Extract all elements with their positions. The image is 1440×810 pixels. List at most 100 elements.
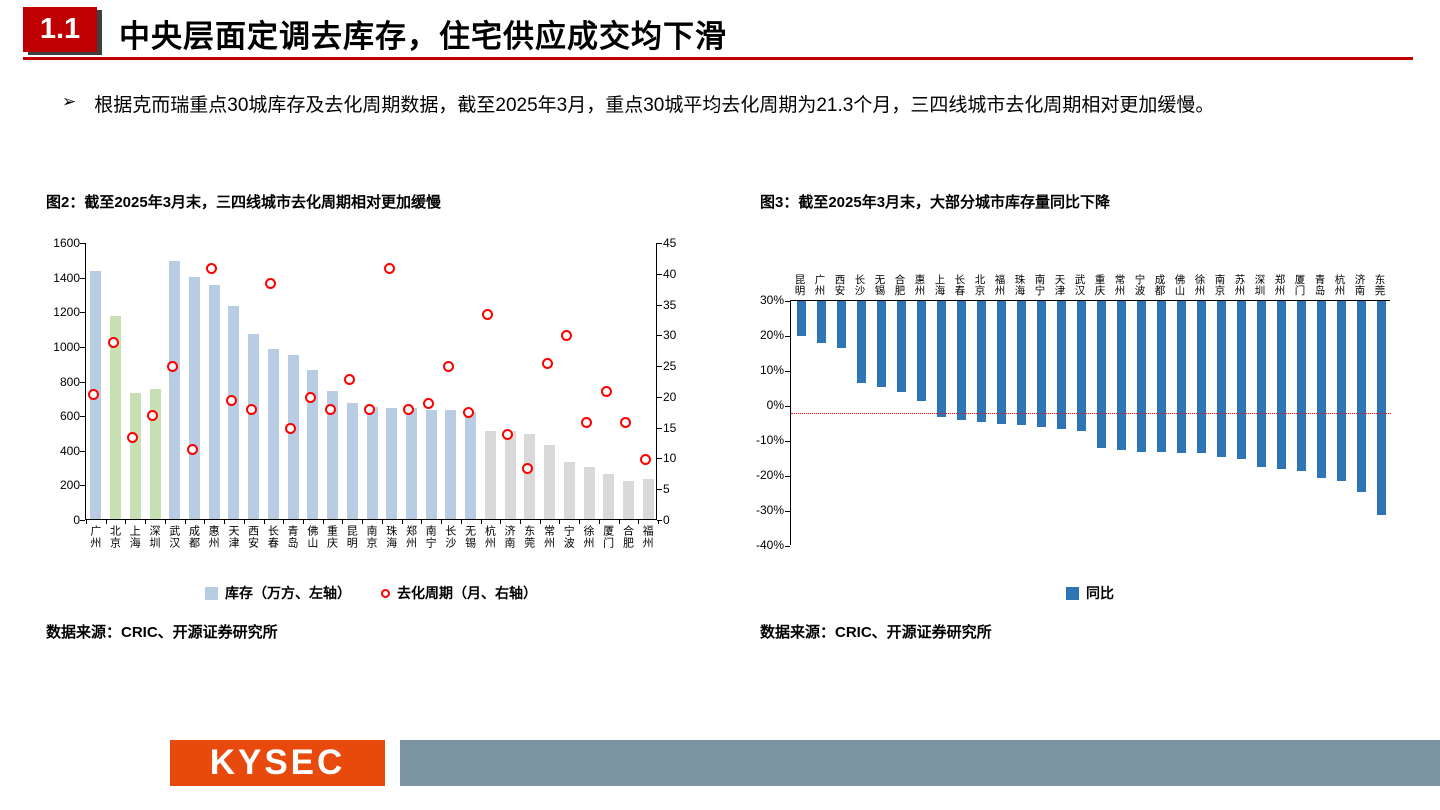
- category-label: 郑州: [1270, 212, 1290, 296]
- axis-label: 20: [663, 389, 677, 404]
- axis-label: -40%: [755, 538, 784, 552]
- axis-tick: [657, 520, 662, 521]
- axis-tick: [658, 520, 659, 524]
- axis-tick: [204, 520, 206, 524]
- category-label: 长春: [263, 525, 283, 585]
- category-label: 南京: [361, 525, 381, 585]
- inventory-bar: [465, 411, 477, 519]
- category-label: 福州: [637, 525, 657, 585]
- cycle-marker: [482, 308, 494, 320]
- category-label-text: 深圳: [148, 525, 161, 549]
- category-label: 济南: [499, 525, 519, 585]
- axis-label: 30: [663, 328, 677, 343]
- cycle-marker: [561, 330, 573, 342]
- bullet-arrow-icon: ➢: [62, 92, 77, 111]
- inventory-bar: [307, 370, 319, 519]
- figure2-source: 数据来源：CRIC、开源证券研究所: [46, 624, 278, 641]
- legend-label-cycle: 去化周期（月、右轴）: [397, 585, 537, 601]
- axis-tick: [263, 520, 265, 524]
- category-label-text: 合肥: [621, 525, 634, 549]
- axis-tick: [579, 520, 581, 524]
- inventory-bar: [366, 406, 378, 519]
- category-label: 济南: [1350, 212, 1370, 296]
- axis-tick: [785, 511, 790, 512]
- bullet-text: 根据克而瑞重点30城库存及去化周期数据，截至2025年3月，重点30城平均去化周…: [94, 95, 1215, 116]
- cycle-marker: [107, 336, 119, 348]
- yoy-bar: [856, 301, 866, 384]
- category-label: 上海: [124, 525, 144, 585]
- axis-tick: [460, 520, 462, 524]
- category-label: 常州: [1110, 212, 1130, 296]
- category-label-text: 南宁: [424, 525, 437, 549]
- category-label-text: 佛山: [1173, 274, 1186, 296]
- kysec-logo-text: KYSEC: [209, 743, 346, 782]
- figure2-plot: [80, 243, 662, 524]
- cycle-marker: [383, 262, 395, 274]
- category-label-text: 重庆: [1093, 274, 1106, 296]
- axis-tick: [381, 520, 383, 524]
- cycle-marker: [344, 373, 356, 385]
- cycle-marker: [186, 444, 198, 456]
- yoy-bar: [1136, 301, 1146, 452]
- inventory-bar: [504, 430, 516, 519]
- category-label: 杭州: [480, 525, 500, 585]
- category-label: 南宁: [1030, 212, 1050, 296]
- yoy-bar: [1076, 301, 1086, 431]
- axis-tick: [80, 346, 85, 348]
- axis-tick: [657, 366, 662, 368]
- axis-label: 5: [663, 482, 670, 497]
- figure3-category-labels: 昆明 广州 西安 长沙 无锡 合肥 惠州 上海 长春 北京 福州 珠海 南宁 天津 武汉 重庆 常州 宁波 成都 佛山…: [790, 212, 1390, 298]
- yoy-bar: [996, 301, 1006, 424]
- category-label: 惠州: [910, 212, 930, 296]
- axis-tick: [657, 304, 662, 306]
- section-number: 1.1: [39, 13, 81, 45]
- cycle-marker: [285, 422, 297, 434]
- category-label: 宁波: [558, 525, 578, 585]
- cycle-marker: [442, 361, 454, 373]
- category-label: 重庆: [322, 525, 342, 585]
- legend-label-inventory: 库存（万方、左轴）: [225, 585, 351, 601]
- category-label: 深圳: [144, 525, 164, 585]
- axis-tick: [618, 520, 620, 524]
- category-label-text: 厦门: [1293, 274, 1306, 296]
- axis-tick: [362, 520, 364, 524]
- category-label-text: 重庆: [325, 525, 338, 549]
- category-label-text: 南宁: [1033, 274, 1046, 296]
- axis-tick: [243, 520, 245, 524]
- yoy-swatch-icon: [1066, 586, 1079, 600]
- axis-tick: [785, 336, 790, 337]
- inventory-bar: [544, 444, 555, 519]
- category-label: 重庆: [1090, 212, 1110, 296]
- category-label: 厦门: [1290, 212, 1310, 296]
- category-label-text: 惠州: [913, 274, 926, 296]
- inventory-bar: [228, 306, 240, 519]
- category-label-text: 北京: [108, 525, 121, 549]
- figure2-left-axis-labels: 0 200 400 600 800 1000 1200 1400 1600: [28, 236, 80, 527]
- category-label: 徐州: [578, 525, 598, 585]
- cycle-marker: [620, 416, 632, 428]
- category-label-text: 昆明: [345, 525, 358, 549]
- axis-tick: [80, 450, 85, 452]
- axis-label: -10%: [755, 433, 784, 447]
- axis-label: 30%: [759, 293, 784, 307]
- category-label-text: 长沙: [853, 274, 866, 296]
- axis-tick: [283, 520, 285, 524]
- category-label-text: 厦门: [601, 525, 614, 549]
- inventory-bar: [603, 474, 615, 519]
- axis-label: 1200: [53, 305, 80, 320]
- figure3-plot: [785, 300, 1391, 547]
- axis-tick: [80, 312, 85, 314]
- axis-tick: [401, 520, 403, 524]
- category-label-text: 深圳: [1253, 274, 1266, 296]
- yoy-bar: [1316, 301, 1326, 478]
- inventory-bar: [287, 354, 299, 519]
- yoy-bar: [896, 301, 906, 392]
- axis-label: 35: [663, 297, 677, 312]
- category-label-text: 佛山: [305, 525, 318, 549]
- cycle-marker: [245, 404, 257, 416]
- axis-label: -20%: [755, 468, 784, 482]
- category-label: 徐州: [1190, 212, 1210, 296]
- axis-label: 40: [663, 266, 677, 281]
- category-label: 北京: [970, 212, 990, 296]
- category-label: 昆明: [790, 212, 810, 296]
